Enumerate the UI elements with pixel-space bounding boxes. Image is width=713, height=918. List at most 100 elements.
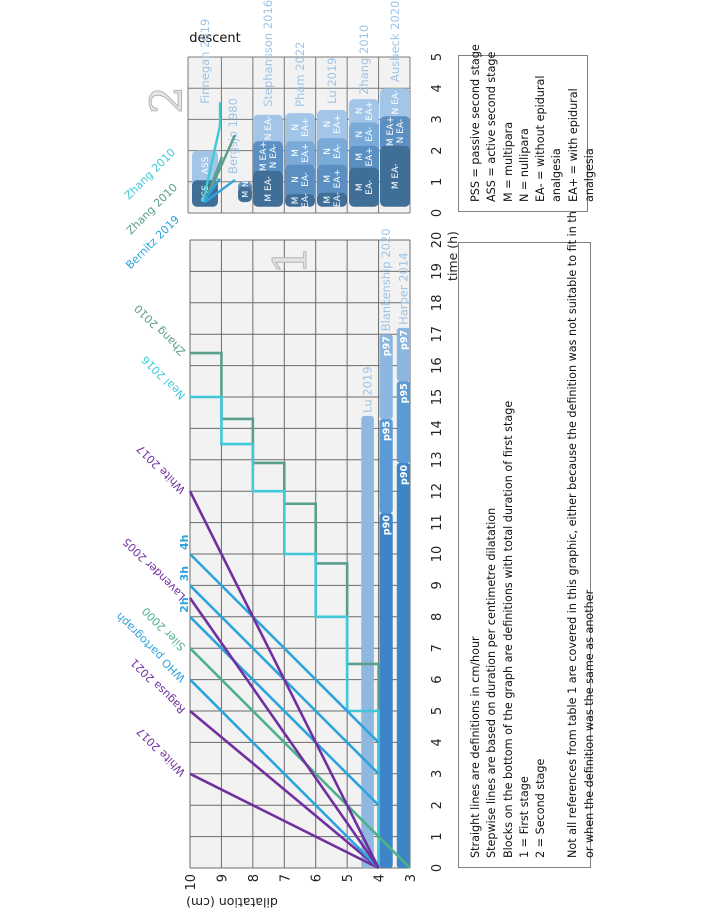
bar-segment-label: p95	[382, 421, 393, 441]
x-tick-label: 13	[430, 452, 445, 469]
straight-line	[188, 490, 380, 869]
bar-segment	[379, 418, 393, 514]
descent-block-label-line: EA+	[365, 147, 375, 166]
descent-block-label-line: M EA+	[386, 116, 396, 146]
x-tick-label: 2	[430, 146, 445, 154]
descent-block-label-line: M	[241, 191, 250, 198]
descent-block-label-line: N EA-	[391, 90, 401, 115]
x-tick-label: 16	[430, 357, 445, 374]
descent-block-label: M EA+N EA-	[386, 116, 406, 146]
descent-block-label-line: N	[323, 121, 333, 128]
bar-study-label: Blankenship 2020	[379, 228, 393, 331]
y-tick-label: 7	[278, 874, 293, 882]
descent-block	[349, 99, 379, 129]
y-tick-label: 9	[215, 874, 230, 882]
descent-block	[317, 192, 347, 207]
descent-block	[380, 88, 410, 123]
descent-block-label-line: N EA-	[396, 119, 406, 144]
descent-block-label: MEA+	[323, 169, 343, 188]
abbreviation-line: M = multipara	[501, 121, 515, 202]
descent-block-label: NEA-	[291, 172, 311, 187]
descent-block-label-line: N EA-	[269, 144, 279, 169]
descent-block-label: N EA-	[264, 116, 274, 141]
x-tick-label: 5	[430, 707, 445, 715]
descent-block-label-line: EA+	[301, 143, 311, 162]
descent-block	[380, 145, 410, 207]
descent-block-label: NEA+	[291, 118, 311, 137]
note-line: Blocks on the bottom of the graph are de…	[501, 400, 515, 858]
descent-block-label-line: N	[241, 181, 250, 187]
y-axis-label: dilatation (cm)	[186, 895, 278, 910]
x-tick-label: 19	[430, 263, 445, 280]
descent-block-label-line: M	[291, 197, 301, 205]
descent-block-label: NEA+	[355, 101, 375, 120]
x-tick-label: 12	[430, 483, 445, 500]
abbreviation-line: EA+ = with epidural	[566, 88, 580, 202]
footnote-line: or when the definition was the same as a…	[582, 589, 596, 858]
descent-block-label: NEA-	[323, 144, 343, 159]
x-tick-label: 17	[430, 326, 445, 343]
descent-block-label-line: EA-	[333, 144, 343, 159]
descent-block-label: MEA+	[291, 143, 311, 162]
descent-block-label: MEA-	[323, 192, 343, 207]
descent-line	[202, 177, 221, 203]
x-tick-label: 2	[430, 801, 445, 809]
note-line: Straight lines are definitions in cm/hou…	[469, 636, 482, 858]
x-tick-label: 11	[430, 514, 445, 531]
straight-line-label: 4h	[178, 535, 191, 551]
bar-segment	[396, 327, 411, 382]
bar-segment-label: p97	[399, 330, 410, 350]
descent-block-label-line: EA+	[333, 169, 343, 188]
descent-block-label-line: M	[323, 196, 333, 204]
descent-study-label: Finnegan 2019	[198, 19, 212, 104]
descent-block	[238, 186, 252, 203]
x-tick-label: 10	[430, 546, 445, 563]
descent-block-label-line: M	[323, 175, 333, 183]
note-line: Stepwise lines are based on duration per…	[485, 507, 499, 858]
x-tick-label: 3	[430, 770, 445, 778]
straight-line-label: 3h	[178, 566, 191, 582]
note-line: 1 = First stage	[517, 776, 531, 858]
descent-block-label: NEA-	[355, 127, 375, 142]
descent-block-label: NEA+	[323, 114, 343, 133]
descent-block-label-line: N	[323, 148, 333, 155]
descent-block-label-line: EA-	[301, 193, 311, 208]
stage-2-marker: 2	[142, 86, 193, 114]
descent-block-label-line: EA+	[333, 114, 343, 133]
descent-block	[253, 141, 283, 177]
x-tick-label: 20	[430, 232, 445, 249]
x-tick-label: 7	[430, 644, 445, 652]
y-tick-label: 4	[373, 874, 388, 882]
straight-line	[189, 553, 380, 744]
straight-line-label: White 2017	[134, 725, 188, 779]
straight-line	[189, 772, 380, 870]
descent-study-label: Bergsjo 1980	[226, 98, 240, 174]
straight-line-label: White 2017	[134, 442, 188, 496]
descent-block	[349, 145, 379, 174]
y-tick-label: 5	[341, 874, 356, 882]
x-tick-label: 5	[430, 53, 445, 61]
x-tick-label: 0	[430, 209, 445, 217]
descent-block	[253, 114, 283, 148]
descent-block	[285, 194, 315, 207]
descent-block	[380, 116, 410, 152]
descent-panel-title: descent	[189, 31, 241, 46]
x-tick-label: 0	[430, 864, 445, 872]
y-tick-label: 10	[184, 874, 199, 891]
descent-block-label-line: EA-	[301, 172, 311, 187]
descent-block-label: N	[241, 181, 250, 187]
abbreviations-legend-box: PSS = passive second stage ASS = active …	[458, 44, 596, 212]
bar-segment	[396, 462, 411, 868]
descent-block	[285, 141, 315, 171]
bar-segment	[379, 513, 393, 868]
straight-line-label: 2h	[178, 597, 191, 613]
note-line: 2 = Second stage	[534, 758, 548, 858]
x-tick-label: 4	[430, 84, 445, 92]
descent-block-label: N EA-	[391, 90, 401, 115]
bar-segment-label: p90	[382, 515, 393, 535]
descent-block-label-line: EA-	[365, 180, 375, 195]
descent-block-label: MEA-	[355, 180, 375, 195]
stage-1-marker: 1	[263, 245, 317, 274]
descent-block-label-line: ASS	[201, 156, 211, 174]
